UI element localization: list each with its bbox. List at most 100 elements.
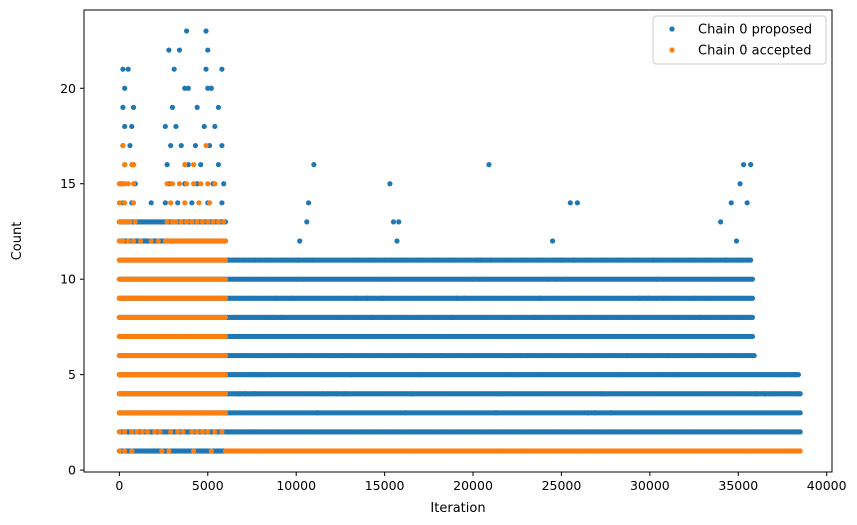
point-0-160 [771, 391, 777, 397]
point-0-156 [744, 200, 750, 206]
point-0-81 [343, 391, 349, 397]
point-1-30 [155, 238, 161, 244]
point-0-51 [205, 47, 211, 53]
point-0-124 [558, 257, 565, 263]
point-0-162 [792, 372, 798, 378]
point-0-147 [696, 314, 702, 320]
point-0-55 [242, 391, 248, 397]
point-1-21 [205, 429, 211, 435]
point-1-band-10 [222, 238, 229, 244]
point-1-23 [219, 429, 225, 435]
point-0-22 [127, 142, 133, 149]
point-0-87 [374, 276, 381, 282]
point-1-band-6 [222, 314, 229, 320]
point-0-25 [192, 142, 198, 149]
point-0-131 [599, 391, 605, 397]
point-1-29 [148, 238, 154, 244]
point-1-band-2 [222, 391, 229, 397]
point-0-20 [215, 162, 221, 168]
point-0-band-7 [749, 314, 756, 320]
point-0-140 [657, 257, 664, 263]
point-0-111 [486, 162, 492, 168]
point-0-74 [311, 162, 317, 168]
point-1-19 [194, 429, 200, 435]
point-0-152 [728, 200, 734, 206]
point-1-25 [120, 238, 126, 244]
point-0-163 [795, 391, 802, 397]
point-0-band-8 [749, 295, 756, 301]
point-0-113 [493, 410, 499, 416]
point-0-155 [740, 162, 747, 168]
point-0-118 [525, 333, 531, 340]
point-0-24 [178, 142, 184, 149]
point-1-7 [116, 429, 122, 435]
point-0-32 [201, 123, 207, 130]
point-0-144 [677, 352, 683, 359]
point-0-76 [320, 391, 326, 397]
point-0-143 [672, 372, 678, 378]
point-0-94 [396, 219, 402, 225]
point-0-101 [443, 333, 450, 340]
point-1-2 [129, 448, 135, 454]
point-0-107 [470, 276, 476, 282]
point-0-23 [168, 142, 174, 149]
point-1-26 [125, 238, 131, 244]
point-1-41 [189, 219, 195, 225]
point-0-37 [194, 104, 200, 110]
point-0-58 [254, 372, 260, 378]
point-0-105 [461, 295, 467, 301]
point-0-136 [636, 295, 642, 301]
point-1-39 [178, 219, 184, 225]
point-0-48 [219, 66, 225, 72]
point-1-20 [199, 429, 206, 435]
point-0-73 [309, 257, 315, 263]
point-0-50 [176, 47, 183, 53]
point-0-44 [120, 66, 126, 72]
point-0-150 [718, 219, 724, 225]
point-0-100 [438, 352, 444, 359]
point-0-80 [339, 352, 345, 359]
point-0-39 [122, 85, 128, 91]
point-0-154 [737, 181, 743, 187]
point-0-158 [753, 391, 759, 397]
point-0-109 [477, 257, 483, 263]
point-0-59 [258, 352, 264, 359]
point-1-36 [164, 219, 170, 225]
point-1-5 [191, 448, 197, 454]
point-0-56 [247, 372, 253, 378]
point-1-band-8 [222, 276, 229, 282]
point-0-band-5 [751, 352, 757, 359]
point-0-83 [353, 295, 359, 301]
point-0-67 [290, 257, 296, 263]
point-0-49 [166, 47, 172, 53]
point-0-68 [295, 257, 301, 263]
point-0-148 [703, 295, 710, 301]
point-0-117 [518, 352, 524, 359]
point-0-153 [733, 238, 740, 244]
point-0-41 [185, 85, 191, 91]
point-0-146 [691, 295, 697, 301]
point-0-band-9 [749, 276, 756, 282]
point-1-3 [159, 448, 165, 454]
point-0-75 [314, 410, 321, 416]
point-0-120 [537, 295, 543, 301]
point-0-band-6 [749, 333, 756, 340]
point-1-9 [129, 429, 135, 435]
point-1-band-5 [222, 333, 229, 340]
point-0-99 [431, 333, 437, 340]
point-0-91 [389, 257, 395, 263]
point-0-70 [300, 276, 306, 282]
point-0-47 [203, 66, 209, 72]
point-0-33 [212, 123, 218, 130]
point-1-40 [183, 219, 190, 225]
point-1-34 [127, 219, 133, 225]
point-1-27 [130, 238, 137, 244]
point-0-31 [173, 123, 179, 130]
plot-area [116, 28, 803, 454]
point-1-17 [180, 429, 186, 435]
point-0-60 [261, 372, 267, 378]
point-1-15 [168, 429, 174, 435]
point-0-46 [171, 66, 177, 72]
point-0-86 [369, 314, 375, 320]
